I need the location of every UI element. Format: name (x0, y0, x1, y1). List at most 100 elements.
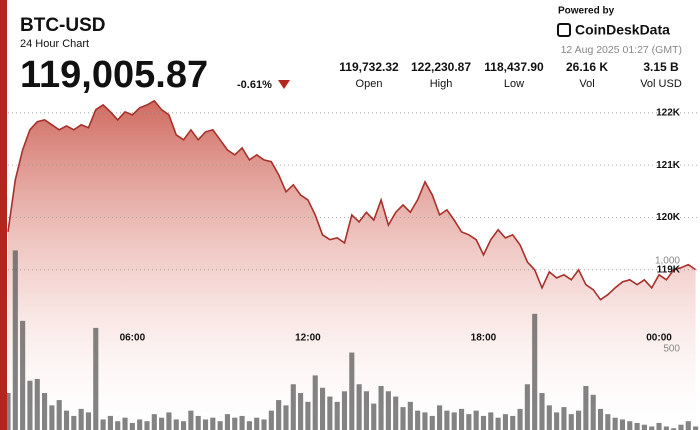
timestamp: 12 Aug 2025 01:27 (GMT) (561, 44, 682, 56)
volume-bar (224, 414, 231, 430)
change: -0.61% (237, 79, 272, 91)
volume-bar (363, 391, 369, 430)
price: 119,005.87 (20, 54, 208, 96)
stat-value: 3.15 B (643, 60, 679, 74)
x-tick-label: 00:00 (646, 333, 672, 344)
volume-bar (619, 419, 626, 430)
volume-bar (678, 424, 684, 430)
volume-bar (539, 393, 545, 430)
title: BTC-USD (20, 15, 106, 36)
x-tick-label: 18:00 (471, 333, 497, 344)
volume-bar (510, 415, 516, 430)
subtitle: 24 Hour Chart (20, 38, 89, 50)
volume-bar (232, 417, 238, 430)
volume-bar (63, 410, 70, 430)
volume-bar (561, 407, 567, 430)
volume-bar (517, 408, 523, 430)
volume-bar (93, 327, 99, 430)
stat-label: Vol (579, 78, 594, 90)
volume-bar (634, 422, 640, 430)
volume-bar (268, 410, 274, 430)
volume-bar (12, 250, 18, 430)
volume-bar (254, 417, 260, 430)
volume-bar (217, 421, 223, 430)
volume-bar (246, 421, 252, 430)
y-tick-label: 122K (656, 107, 681, 118)
volume-bar (27, 380, 33, 430)
stat-label: Vol USD (640, 78, 682, 90)
volume-bar (319, 387, 326, 430)
volume-bar (239, 415, 245, 430)
volume-bar (85, 412, 92, 430)
volume-bar (100, 419, 106, 430)
brand-logo (557, 23, 571, 37)
volume-bar (371, 403, 377, 430)
y2-tick-label: 1,000 (655, 256, 680, 267)
volume-bar (305, 401, 311, 430)
volume-bar (349, 352, 355, 430)
volume-bar (188, 410, 194, 430)
volume-bar (583, 385, 589, 430)
volume-bar (612, 417, 618, 430)
volume-bar (129, 422, 135, 430)
volume-bar (429, 415, 435, 430)
stat-value: 26.16 K (566, 60, 608, 74)
stats: 119,732.32 Open 122,230.87 High 118,437.90 Lo… (339, 60, 682, 90)
volume-bar (524, 384, 530, 430)
stat-label: High (430, 78, 453, 90)
stat-label: Open (356, 78, 383, 90)
volume-bar (56, 400, 62, 430)
volume-bar (34, 378, 40, 430)
volume-bar (49, 405, 55, 430)
accent-stripe (0, 0, 7, 430)
volume-bar (458, 408, 465, 430)
volume-bar (627, 421, 633, 430)
volume-bar (685, 421, 691, 430)
volume-bar (488, 412, 494, 430)
volume-bar (181, 421, 187, 430)
volume-bar (20, 320, 26, 430)
brand: CoinDeskData (575, 22, 670, 38)
volume-bar (159, 417, 165, 430)
volume-bar (202, 419, 209, 430)
volume-bar (173, 419, 179, 430)
powered-by: Powered by (558, 6, 615, 17)
volume-bar (276, 400, 282, 430)
volume-bar (422, 412, 428, 430)
volume-bar (641, 424, 647, 430)
volume-bar (385, 391, 391, 430)
stat-value: 122,230.87 (411, 60, 471, 74)
y-tick-label: 121K (656, 160, 681, 171)
volume-bar (78, 408, 84, 430)
volume-bar (122, 417, 128, 430)
price-line (7, 99, 697, 301)
volume-bar (444, 410, 450, 430)
volume-bar (649, 426, 655, 430)
volume-bar (554, 412, 560, 430)
volume-bar (42, 393, 48, 430)
volume-bar (663, 426, 669, 430)
x-tick-label: 12:00 (295, 333, 321, 344)
volume-bar (312, 375, 318, 430)
volume-bar (210, 417, 216, 430)
y-tick-label: 120K (656, 212, 681, 223)
volume-bar (480, 415, 487, 430)
volume-bar (137, 419, 143, 430)
volume-bar (166, 412, 172, 430)
volume-bar (437, 405, 443, 430)
volume-bar (107, 415, 113, 430)
volume-bar (290, 384, 296, 430)
x-tick-label: 06:00 (120, 333, 146, 344)
volume-bar (466, 414, 472, 430)
volume-bar (327, 396, 333, 430)
volume-bar (341, 391, 348, 430)
stat-value: 118,437.90 (484, 60, 544, 74)
down-arrow (278, 80, 290, 89)
volume-bar (5, 393, 11, 430)
volume-bar (334, 401, 340, 430)
volume-bar (144, 421, 150, 430)
volume-bar (195, 415, 201, 430)
volume-bar (283, 405, 289, 430)
volume-bar (590, 394, 596, 430)
